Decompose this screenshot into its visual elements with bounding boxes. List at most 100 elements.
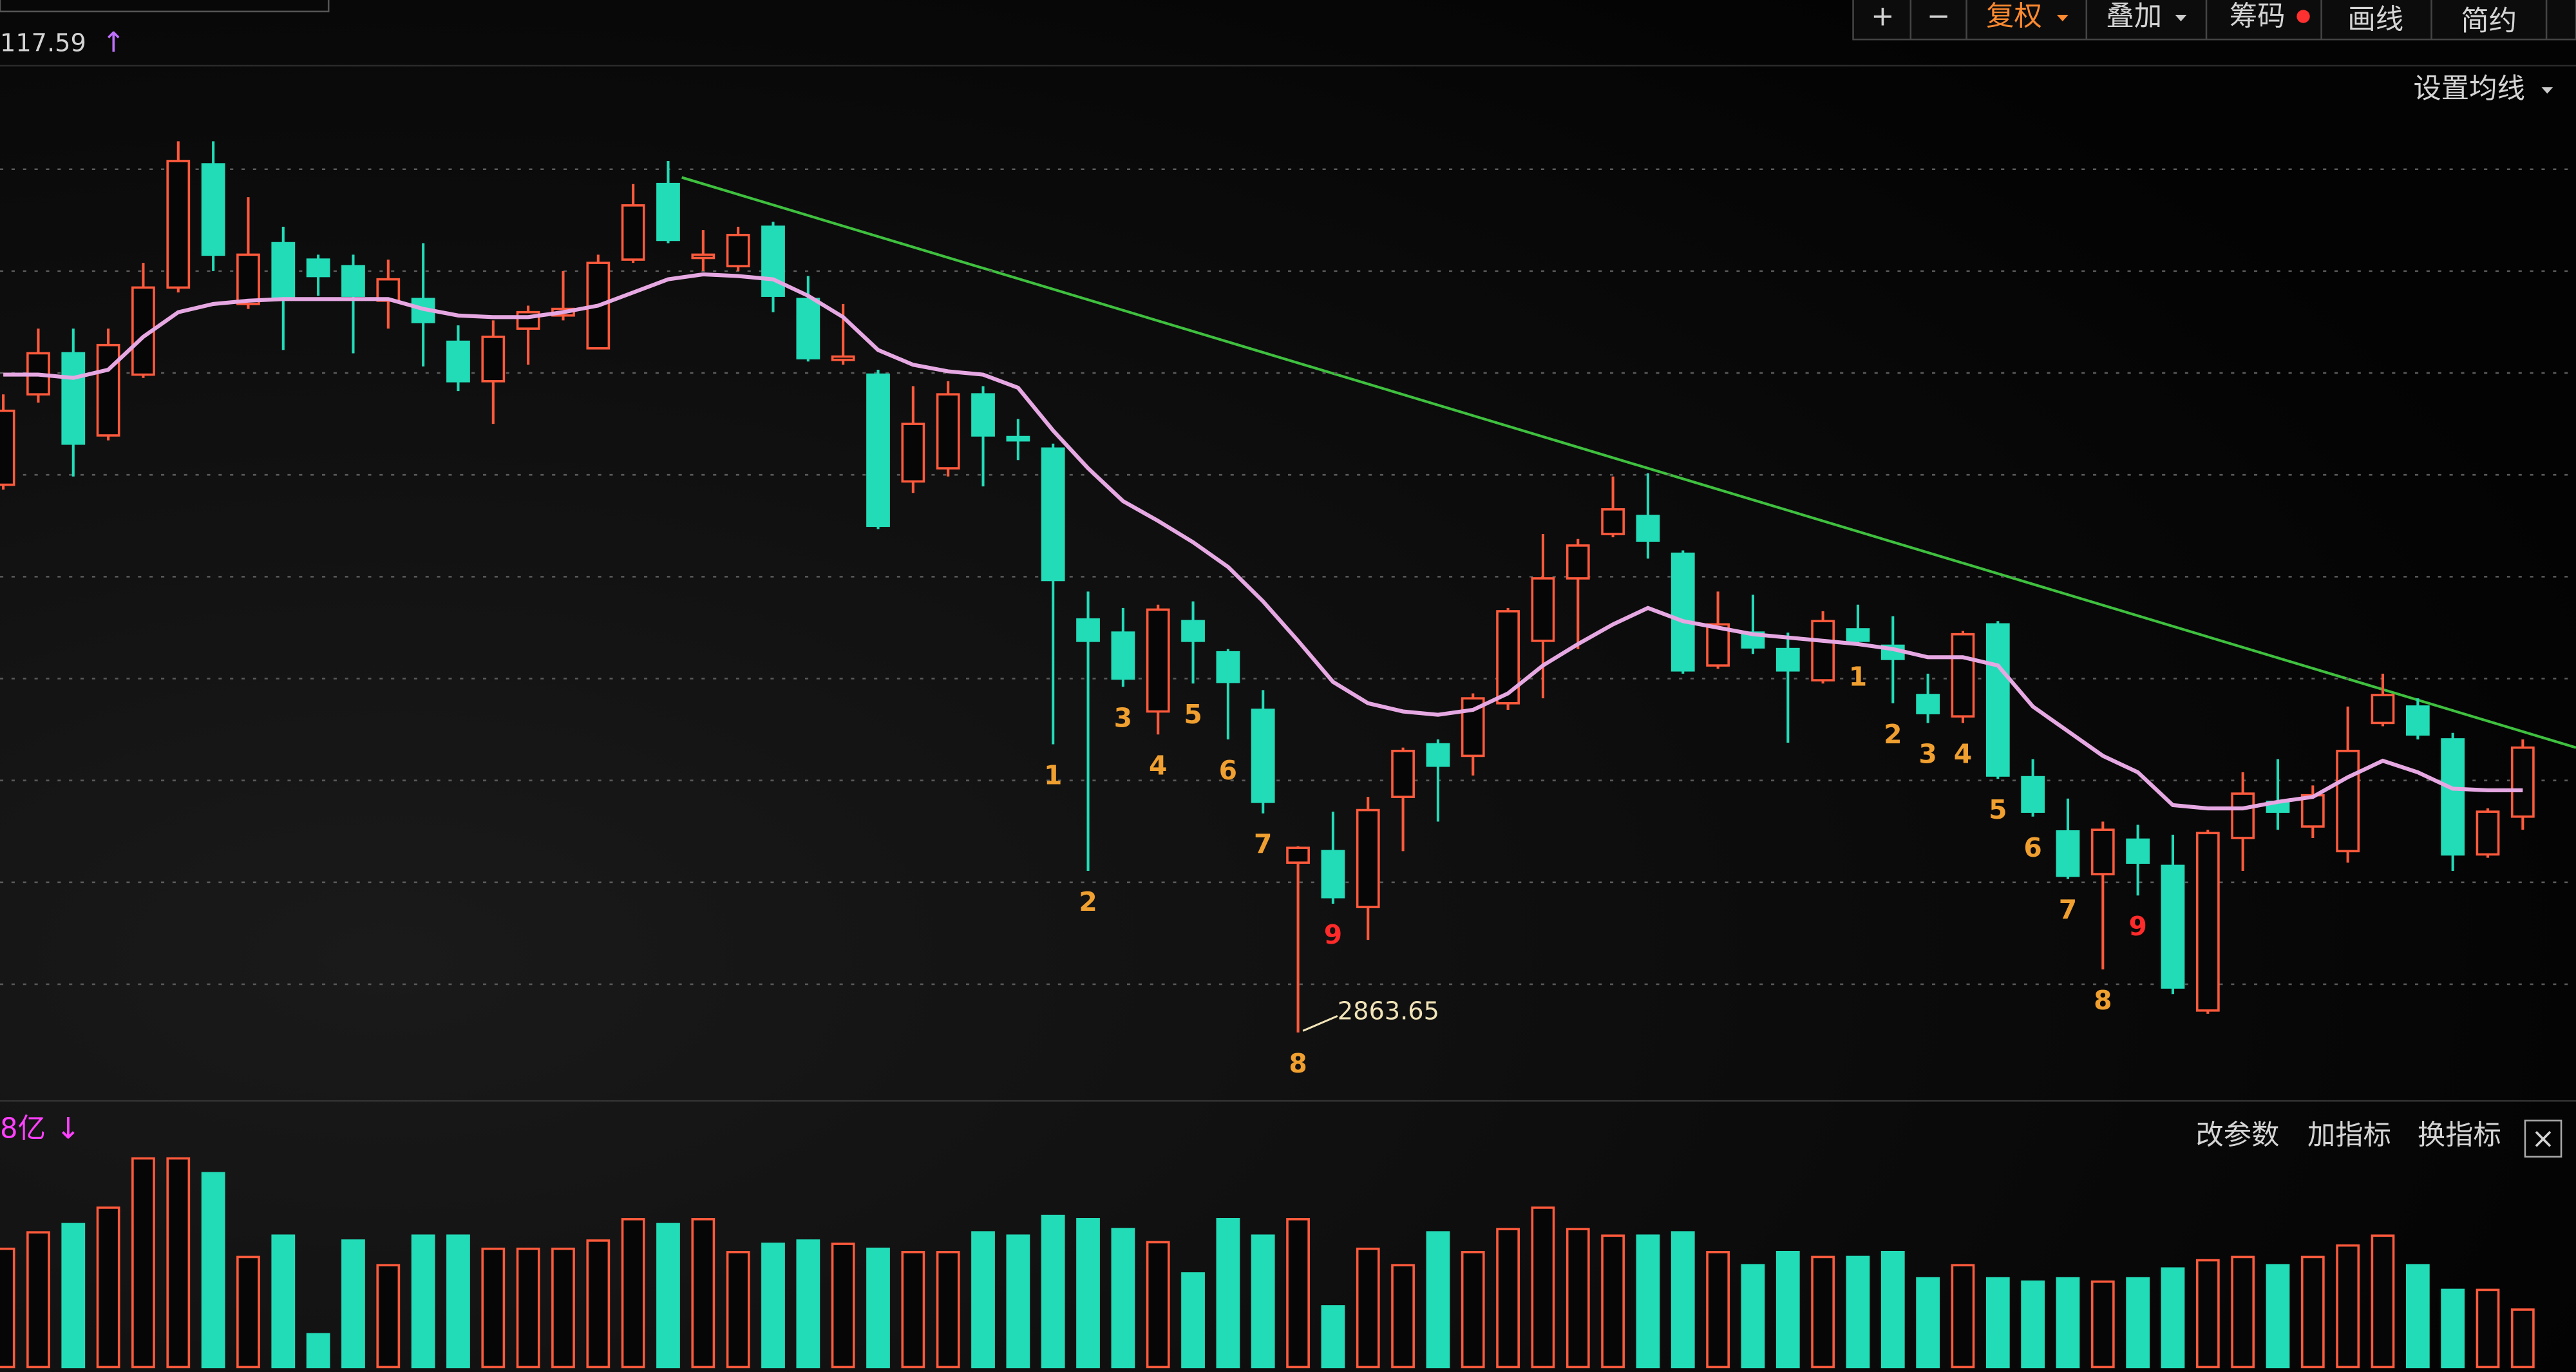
volume-bar <box>2266 1264 2290 1369</box>
volume-bar <box>1181 1272 1205 1369</box>
volume-bar <box>1391 1264 1415 1369</box>
moving-average-line <box>3 272 2523 811</box>
volume-bar <box>1951 1264 1975 1369</box>
volume-bar <box>1636 1234 1660 1369</box>
candle-body <box>166 160 191 289</box>
candle-body <box>2405 705 2430 736</box>
candle-body <box>0 409 15 486</box>
volume-bar <box>1251 1234 1275 1369</box>
volume-bar <box>2405 1264 2430 1369</box>
candle-body <box>1181 620 1205 642</box>
volume-bar <box>971 1231 995 1369</box>
candle-body <box>901 423 925 483</box>
candle-body <box>341 265 365 297</box>
overlay-button[interactable]: 叠加 <box>2106 1 2162 33</box>
zoom-out-button[interactable]: − <box>1927 1 1950 33</box>
volume-bar <box>2056 1277 2080 1369</box>
volume-bar <box>761 1243 785 1369</box>
candle-body <box>1426 743 1450 767</box>
candle-body <box>201 163 225 256</box>
volume-bar <box>551 1247 575 1369</box>
candle-body <box>936 393 960 470</box>
volume-bar <box>1006 1234 1030 1369</box>
toolbar-frame <box>1852 0 2576 41</box>
candle-body <box>1216 651 1240 683</box>
td-label: 1 <box>1849 662 1867 692</box>
volume-bar <box>481 1247 506 1369</box>
add-indicator-button[interactable]: 加指标 <box>2307 1120 2391 1152</box>
chips-button[interactable]: 筹码 <box>2230 1 2286 33</box>
candle-body <box>96 343 120 437</box>
volume-bar <box>1461 1250 1485 1369</box>
volume-bar <box>411 1234 435 1369</box>
candle-body <box>1706 623 1730 667</box>
td-label: 2 <box>1079 886 1097 917</box>
volume-bar <box>1776 1250 1800 1369</box>
candle-body <box>971 393 995 437</box>
dropdown-icon <box>2056 14 2069 22</box>
notice-dot <box>2297 10 2310 23</box>
volume-bar <box>691 1217 715 1369</box>
candle-body <box>2476 810 2500 856</box>
volume-bar <box>446 1234 470 1369</box>
candle-body <box>2231 792 2255 839</box>
simple-button[interactable]: 简约 <box>2461 5 2517 37</box>
volume-label: 8亿 <box>0 1113 46 1145</box>
volume-bar <box>1146 1241 1170 1369</box>
td-label: 1 <box>1044 760 1062 791</box>
ma-settings-button[interactable]: 设置均线 <box>2413 73 2524 105</box>
td-label: 5 <box>1989 794 2007 825</box>
candle-body <box>2161 864 2185 989</box>
edit-params-button[interactable]: 改参数 <box>2195 1120 2279 1152</box>
volume-bar <box>1811 1255 1835 1369</box>
close-frame <box>2524 1120 2562 1158</box>
td-label: 4 <box>1149 750 1167 781</box>
dropdown-icon <box>2175 14 2187 22</box>
volume-bar <box>201 1172 225 1369</box>
dropdown-icon <box>2541 87 2553 94</box>
volume-bar <box>341 1239 365 1369</box>
volume-bar <box>1985 1277 2010 1369</box>
volume-bar <box>1321 1305 1345 1369</box>
candle-body <box>1251 709 1275 803</box>
volume-bar <box>2161 1267 2185 1369</box>
volume-bar <box>1076 1217 1100 1369</box>
candle-body <box>796 298 820 359</box>
volume-bar <box>2021 1280 2045 1369</box>
volume-bar <box>1671 1231 1695 1369</box>
volume-bar <box>1601 1234 1625 1369</box>
candle-body <box>1916 694 1940 714</box>
candle-body <box>1776 647 1800 672</box>
volume-bar <box>306 1333 330 1369</box>
header-price: 117.59 <box>0 28 86 57</box>
td-label: 2 <box>1884 719 1902 750</box>
candle-body <box>621 204 645 261</box>
volume-bar <box>1426 1231 1450 1369</box>
volume-bar <box>271 1234 296 1369</box>
volume-bar <box>866 1247 890 1369</box>
candle-body <box>1146 608 1170 713</box>
volume-bar <box>1846 1255 1870 1369</box>
candle-body <box>1041 447 1065 582</box>
volume-bar <box>96 1206 120 1369</box>
volume-bar <box>166 1157 191 1369</box>
close-button[interactable]: × <box>2532 1123 2555 1155</box>
volume-bar <box>901 1250 925 1369</box>
td-label: 3 <box>1114 702 1132 733</box>
volume-bar <box>2195 1259 2220 1369</box>
candle-body <box>2371 694 2395 725</box>
draw-button[interactable]: 画线 <box>2347 4 2403 36</box>
zoom-in-button[interactable]: + <box>1871 1 1894 33</box>
adjust-button[interactable]: 复权 <box>1986 1 2042 33</box>
switch-indicator-button[interactable]: 换指标 <box>2418 1120 2501 1152</box>
candle-body <box>1531 577 1555 642</box>
low-annotation: 2863.65 <box>1338 997 1439 1026</box>
volume-bar <box>2510 1308 2535 1369</box>
volume-bar <box>1531 1206 1555 1369</box>
volume-bar <box>726 1250 750 1369</box>
candle-body <box>2195 832 2220 1012</box>
volume-bar <box>2231 1255 2255 1369</box>
volume-bar <box>1566 1228 1590 1369</box>
candle-body <box>1951 633 1975 718</box>
candle-body <box>1846 628 1870 642</box>
